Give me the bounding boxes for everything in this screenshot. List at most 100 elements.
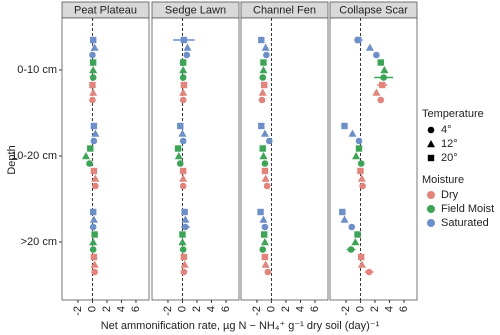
point — [91, 268, 98, 276]
legend-label: 12° — [441, 138, 458, 150]
point — [261, 167, 269, 175]
point — [89, 88, 98, 96]
point — [259, 74, 267, 81]
point — [258, 88, 267, 96]
panel — [61, 17, 150, 301]
legend-label: 20° — [441, 152, 458, 164]
point — [90, 137, 98, 145]
point — [379, 81, 386, 89]
point — [179, 182, 187, 190]
legend-symbol — [427, 219, 435, 227]
legend-label: 4° — [441, 124, 452, 136]
point — [355, 137, 363, 145]
x-tick-label: 0 — [265, 306, 277, 312]
point — [348, 223, 356, 231]
x-tick-label: 0 — [176, 306, 188, 312]
point — [89, 246, 97, 253]
point — [339, 208, 346, 216]
point — [261, 253, 269, 261]
point — [357, 174, 366, 182]
point — [380, 74, 387, 81]
point — [90, 167, 98, 175]
point — [89, 59, 97, 66]
point — [90, 43, 99, 51]
point — [261, 260, 270, 268]
point — [263, 51, 270, 59]
point — [179, 137, 187, 145]
point — [355, 36, 362, 44]
point — [89, 208, 97, 216]
point — [90, 122, 98, 130]
point — [179, 246, 187, 253]
point — [89, 215, 98, 223]
point — [351, 238, 360, 246]
x-tick-label: 4 — [115, 306, 127, 312]
x-tick-label: 4 — [383, 306, 395, 312]
point — [183, 43, 192, 51]
point — [86, 160, 93, 167]
point — [91, 129, 100, 137]
point — [91, 231, 98, 238]
point — [341, 122, 348, 130]
point — [92, 182, 99, 190]
point — [182, 223, 189, 231]
point — [180, 268, 188, 276]
point — [179, 88, 188, 96]
point — [263, 182, 271, 190]
point — [87, 145, 94, 152]
point — [260, 129, 269, 137]
point — [259, 145, 266, 152]
point — [352, 152, 361, 160]
x-tick-label: 4 — [205, 306, 217, 312]
point — [89, 36, 97, 44]
facet-title: Channel Fen — [253, 4, 316, 16]
point — [90, 260, 99, 268]
legend-symbol — [427, 140, 435, 148]
point — [380, 66, 389, 74]
point — [357, 253, 365, 261]
point — [357, 260, 366, 268]
point — [179, 167, 187, 175]
point — [258, 96, 266, 104]
point — [89, 66, 98, 74]
x-tick-label: 2 — [369, 306, 381, 312]
facet-title: Collapse Scar — [339, 4, 408, 16]
x-tick-label: -2 — [340, 306, 352, 316]
point — [355, 145, 363, 152]
point — [181, 215, 190, 223]
x-tick-label: -2 — [72, 306, 84, 316]
point — [178, 238, 187, 246]
point — [179, 96, 187, 104]
legend-symbol — [427, 191, 435, 199]
point — [89, 238, 98, 246]
point — [261, 174, 270, 182]
legend-label: Dry — [441, 189, 459, 201]
point — [257, 208, 264, 216]
panel — [240, 17, 329, 301]
x-tick-label: 6 — [309, 306, 321, 312]
point — [373, 51, 380, 59]
point — [180, 81, 188, 89]
point — [354, 231, 361, 238]
point — [81, 152, 90, 160]
facet-title: Sedge Lawn — [165, 4, 226, 16]
point — [180, 36, 188, 44]
point — [174, 152, 183, 160]
point — [178, 129, 187, 137]
point — [365, 43, 374, 51]
point — [372, 88, 381, 96]
point — [90, 253, 98, 261]
facet-title: Peat Plateau — [74, 4, 137, 16]
point — [348, 129, 357, 137]
point — [181, 208, 188, 216]
point — [347, 246, 355, 253]
point — [183, 51, 191, 59]
point — [177, 122, 184, 130]
x-tick-label: 2 — [280, 306, 292, 312]
x-tick-label: 2 — [101, 306, 113, 312]
point — [259, 215, 268, 223]
point — [179, 59, 187, 66]
point — [89, 51, 96, 59]
y-axis-title: Depth — [6, 145, 18, 174]
